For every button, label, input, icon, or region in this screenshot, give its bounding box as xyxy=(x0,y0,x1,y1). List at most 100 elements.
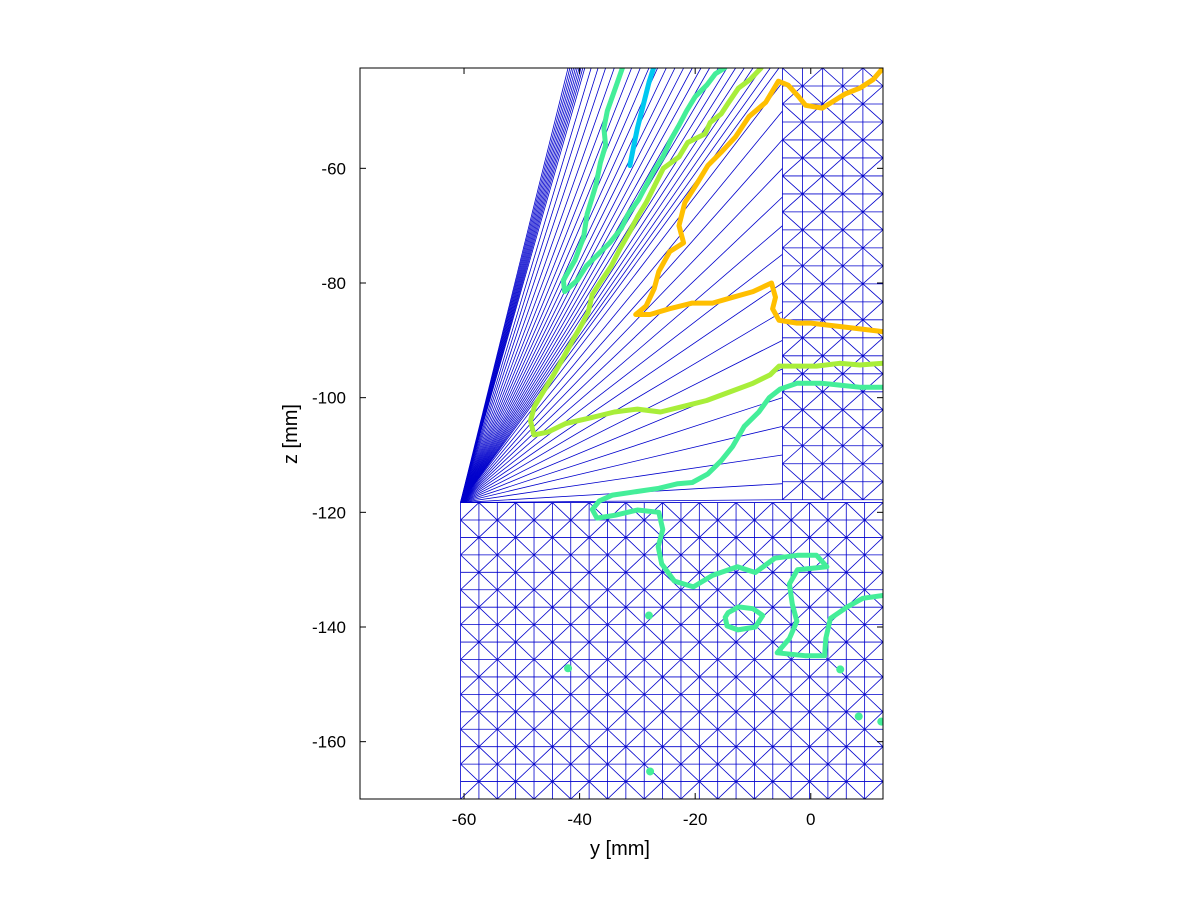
mesh-line xyxy=(862,103,883,123)
mesh-line xyxy=(460,554,480,573)
mesh-line xyxy=(827,537,847,556)
mesh-line xyxy=(588,624,608,643)
mesh-line xyxy=(772,728,792,747)
mesh-line xyxy=(772,537,792,556)
mesh-line xyxy=(822,337,844,357)
mesh-line xyxy=(607,641,627,660)
mesh-line xyxy=(607,519,627,538)
mesh-line xyxy=(827,781,847,799)
mesh-line xyxy=(460,282,783,503)
mesh-line xyxy=(772,624,792,643)
mesh-line xyxy=(802,193,823,213)
mesh-line xyxy=(699,502,718,521)
mesh-line xyxy=(460,110,783,503)
mesh-line xyxy=(717,711,737,730)
mesh-line xyxy=(552,606,572,625)
mesh-line xyxy=(782,427,803,447)
mesh-line xyxy=(680,659,700,678)
mesh-line xyxy=(497,606,516,625)
mesh-line xyxy=(845,746,865,765)
mesh-line xyxy=(845,641,865,660)
mesh-line xyxy=(809,624,829,643)
mesh-line xyxy=(460,624,480,643)
mesh-line xyxy=(735,746,755,765)
mesh-line xyxy=(607,728,627,747)
mesh-line xyxy=(552,676,572,695)
mesh-line xyxy=(460,311,783,503)
mesh-line xyxy=(827,641,847,660)
mesh-line xyxy=(822,391,844,411)
mesh-line xyxy=(862,283,883,303)
mesh-line xyxy=(822,229,844,249)
mesh-line xyxy=(662,781,682,799)
mesh-line xyxy=(845,694,865,713)
mesh-line xyxy=(460,694,480,713)
mesh-line xyxy=(460,196,783,503)
mesh-line xyxy=(717,763,737,782)
mesh-line xyxy=(802,481,823,501)
contour-line-6 xyxy=(633,68,883,335)
mesh-line xyxy=(588,659,608,678)
mesh-line xyxy=(533,746,553,765)
mesh-line xyxy=(625,519,645,538)
mesh-line xyxy=(802,283,823,303)
mesh-line xyxy=(478,728,498,747)
mesh-line xyxy=(680,746,700,765)
mesh-line xyxy=(845,572,865,591)
mesh-line xyxy=(662,589,682,608)
mesh-line xyxy=(772,502,792,521)
mesh-line xyxy=(864,728,883,747)
mesh-line xyxy=(772,763,792,782)
mesh-line xyxy=(845,763,865,782)
mesh-line xyxy=(497,519,516,538)
mesh-line xyxy=(862,337,883,357)
mesh-line xyxy=(643,694,663,713)
mesh-line xyxy=(772,694,792,713)
mesh-line xyxy=(842,337,864,357)
mesh-line xyxy=(699,606,718,625)
mesh-line xyxy=(588,572,608,591)
mesh-line xyxy=(570,624,590,643)
mesh-line xyxy=(588,554,608,573)
mesh-line xyxy=(570,606,590,625)
mesh-line xyxy=(809,763,829,782)
mesh-line xyxy=(680,641,700,660)
mesh-line xyxy=(862,427,883,447)
mesh-line xyxy=(790,572,810,591)
mesh-line xyxy=(625,676,645,695)
mesh-line xyxy=(460,68,650,503)
mesh-line xyxy=(809,502,829,521)
mesh-line xyxy=(862,211,883,231)
mesh-line xyxy=(845,537,865,556)
mesh-line xyxy=(782,229,803,249)
mesh-line xyxy=(662,728,682,747)
x-axis-title: y [mm] xyxy=(590,838,650,860)
mesh-line xyxy=(772,711,792,730)
mesh-line xyxy=(699,554,718,573)
mesh-line xyxy=(643,589,663,608)
mesh-line xyxy=(864,554,883,573)
mesh-line xyxy=(460,68,676,503)
mesh-line xyxy=(680,589,700,608)
mesh-line xyxy=(842,211,864,231)
mesh-line xyxy=(570,659,590,678)
mesh-line xyxy=(497,554,516,573)
mesh-line xyxy=(552,746,572,765)
mesh-line xyxy=(772,746,792,765)
mesh-line xyxy=(699,694,718,713)
mesh-line xyxy=(717,624,737,643)
mesh-line xyxy=(827,554,847,573)
mesh-line xyxy=(842,409,864,429)
mesh-line xyxy=(662,606,682,625)
x-tick-label: -20 xyxy=(683,810,708,829)
mesh-line xyxy=(790,659,810,678)
mesh-line xyxy=(782,481,803,501)
mesh-line xyxy=(478,641,498,660)
mesh-line xyxy=(862,247,883,267)
mesh-line xyxy=(478,554,498,573)
mesh-line xyxy=(643,554,663,573)
mesh-line xyxy=(662,537,682,556)
mesh-line xyxy=(772,606,792,625)
mesh-line xyxy=(643,728,663,747)
mesh-line xyxy=(842,301,864,321)
